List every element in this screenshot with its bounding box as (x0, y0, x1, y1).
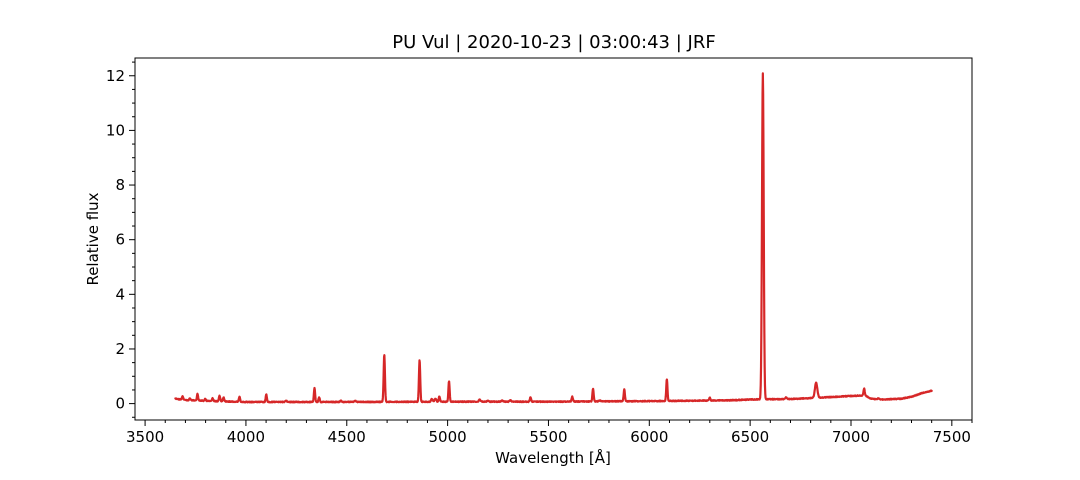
plot-frame (134, 57, 973, 421)
y-tick-label: 0 (115, 395, 125, 413)
x-tick-label: 5000 (429, 428, 467, 446)
y-axis-label: Relative flux (84, 192, 102, 285)
x-axis-label: Wavelength [Å] (495, 448, 611, 467)
x-tick-label: 7000 (832, 428, 870, 446)
chart-title: PU Vul | 2020-10-23 | 03:00:43 | JRF (392, 32, 715, 53)
tick-labels: 3500 4000 4500 5000 5500 6000 6500 7000 7500 0 2 4 6… (106, 67, 971, 446)
spectrum-line (174, 72, 933, 404)
x-tick-label: 5500 (529, 428, 567, 446)
axis-ticks (129, 61, 973, 426)
y-tick-label: 12 (106, 67, 125, 85)
y-tick-label: 2 (115, 340, 125, 358)
x-tick-label: 4000 (227, 428, 265, 446)
x-tick-label: 6500 (731, 428, 769, 446)
y-tick-label: 10 (106, 121, 125, 139)
x-tick-label: 4500 (328, 428, 366, 446)
x-tick-label: 3500 (126, 428, 164, 446)
y-tick-label: 8 (115, 176, 125, 194)
y-tick-label: 6 (115, 231, 125, 249)
x-tick-label: 6000 (630, 428, 668, 446)
y-tick-label: 4 (115, 285, 125, 303)
x-tick-label: 7500 (933, 428, 971, 446)
